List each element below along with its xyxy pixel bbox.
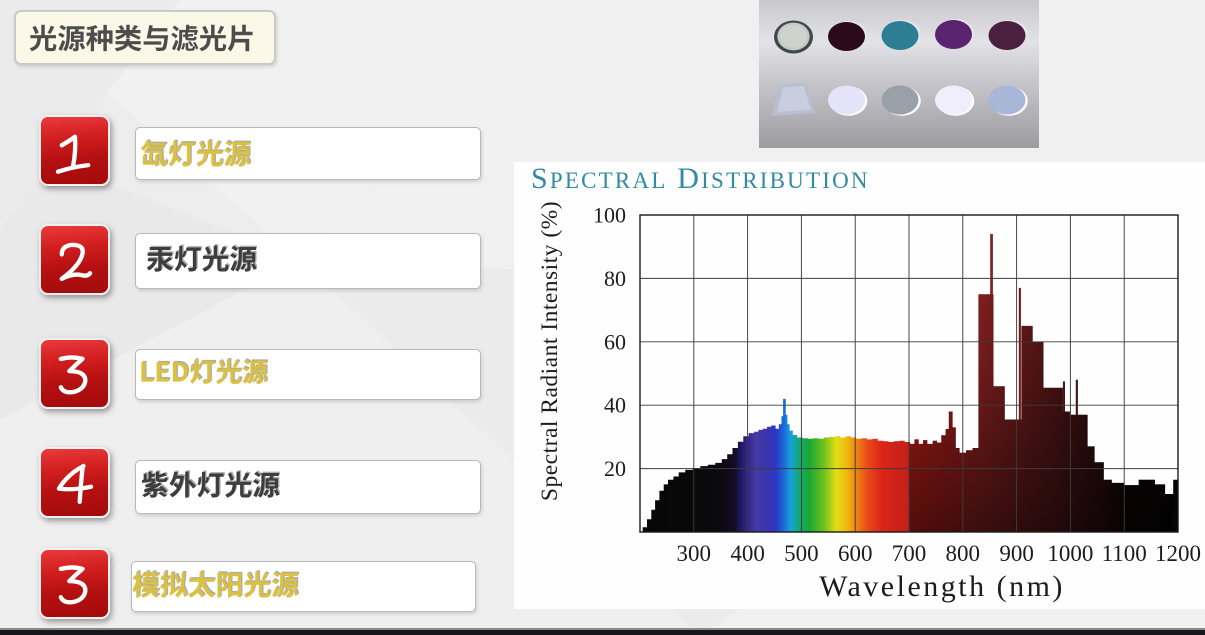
svg-text:100: 100: [593, 203, 626, 228]
svg-text:500: 500: [784, 541, 819, 566]
svg-text:Spectral Radiant Intensity (%): Spectral Radiant Intensity (%): [537, 201, 563, 501]
svg-text:1200: 1200: [1155, 541, 1201, 566]
svg-text:SPECTRAL DISTRIBUTION: SPECTRAL DISTRIBUTION: [531, 162, 870, 195]
svg-text:1000: 1000: [1047, 541, 1093, 566]
svg-text:900: 900: [999, 541, 1034, 566]
svg-text:800: 800: [946, 541, 981, 566]
svg-text:400: 400: [730, 541, 765, 566]
svg-text:40: 40: [604, 393, 626, 418]
svg-text:Wavelength (nm): Wavelength (nm): [819, 570, 1065, 603]
svg-text:1100: 1100: [1102, 541, 1147, 566]
svg-text:20: 20: [604, 456, 626, 481]
svg-text:700: 700: [892, 541, 927, 566]
svg-text:60: 60: [604, 329, 626, 354]
svg-text:80: 80: [604, 266, 626, 291]
svg-text:600: 600: [838, 541, 873, 566]
svg-text:300: 300: [677, 541, 712, 566]
